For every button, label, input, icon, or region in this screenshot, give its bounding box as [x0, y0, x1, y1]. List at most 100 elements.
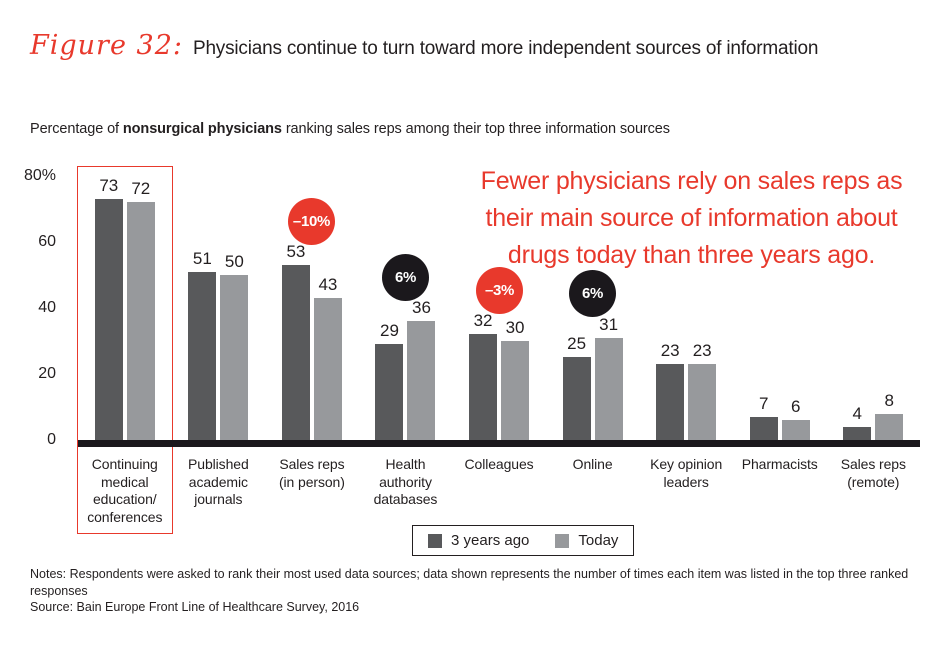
bar-value-label: 43 [318, 275, 338, 294]
bar-column: 4 [843, 404, 872, 440]
category-label: Health authority databases [373, 456, 438, 507]
chart-subtitle: Percentage of nonsurgical physicians ran… [30, 121, 670, 137]
bar-value-label: 7 [758, 394, 769, 413]
bar-group: 51 50 [172, 0, 266, 440]
category-labels: Continuing medical education/ conference… [78, 456, 920, 526]
bar-group: 29 36 [359, 0, 453, 440]
bar-3-years-ago [94, 199, 123, 440]
bar-today [407, 321, 436, 440]
bar-value-label: 50 [224, 252, 244, 271]
legend-swatch [428, 533, 442, 548]
legend-label: 3 years ago [451, 532, 530, 549]
category-label: Colleagues [464, 456, 534, 472]
bar-3-years-ago [375, 344, 404, 440]
bar-column: 53 [281, 242, 310, 440]
category-label: Sales reps (in person) [278, 456, 345, 490]
y-tick-label: 80% [23, 167, 56, 184]
bar-today [126, 202, 155, 440]
figure-header: Figure 32: Physicians continue to turn to… [30, 30, 818, 61]
bar-today [501, 341, 530, 440]
bar-3-years-ago [749, 417, 778, 440]
change-badge: –10% [288, 198, 335, 245]
bar-today [875, 414, 904, 440]
figure-title: Physicians continue to turn toward more … [192, 38, 819, 59]
bar-group: 32 30 [452, 0, 546, 440]
change-badge: 6% [569, 270, 616, 317]
legend-label: Today [578, 532, 619, 549]
bar-3-years-ago [562, 357, 591, 440]
bar-column: 25 [562, 334, 591, 440]
bar-value-label: 8 [884, 391, 895, 410]
bar-value-label: 73 [99, 176, 119, 195]
bar-group: 25 31 [546, 0, 640, 440]
highlight-rectangle [77, 166, 173, 534]
category-label: Continuing medical education/ conference… [87, 456, 163, 525]
y-tick-label: 40 [38, 299, 56, 316]
bar-column: 32 [469, 311, 498, 440]
legend-swatch [555, 533, 570, 548]
bar-today [781, 420, 810, 440]
bar-value-label: 4 [852, 404, 863, 423]
x-axis-baseline [78, 440, 920, 447]
y-tick-label: 0 [47, 431, 56, 448]
source-line: Source: Bain Europe Front Line of Health… [30, 600, 360, 614]
bar-3-years-ago [469, 334, 498, 440]
bar-column: 73 [94, 176, 123, 440]
bar-value-label: 36 [412, 298, 431, 317]
category-label: Online [572, 456, 613, 472]
y-tick-label: 20 [38, 365, 56, 382]
bar-value-label: 31 [599, 315, 619, 334]
bar-value-label: 30 [505, 318, 525, 337]
bar-column: 23 [688, 341, 717, 440]
bar-column: 43 [313, 275, 342, 440]
figure-number-label: Figure 32: [30, 30, 183, 61]
bar-column: 31 [594, 315, 623, 440]
bar-value-label: 29 [380, 321, 399, 340]
bar-column: 29 [375, 321, 404, 440]
bar-column: 6 [781, 397, 810, 440]
bar-3-years-ago [843, 427, 872, 440]
bar-value-label: 51 [192, 249, 212, 268]
subtitle-pre: Percentage of [30, 121, 123, 137]
bar-today [313, 298, 342, 440]
bar-value-label: 32 [473, 311, 493, 330]
bar-column: 36 [407, 298, 436, 440]
bar-3-years-ago [281, 265, 310, 440]
bar-column: 30 [501, 318, 530, 440]
bar-column: 72 [126, 179, 155, 440]
bar-value-label: 6 [790, 397, 801, 416]
subtitle-bold: nonsurgical physicians [122, 121, 282, 137]
subtitle-post: ranking sales reps among their top three… [281, 121, 670, 137]
bar-groups: 73 72 51 50 53 43 29 36 32 30 25 31 23 23 7 6 4 8 [78, 0, 920, 440]
bar-column: 51 [188, 249, 217, 440]
notes-block: Notes: Respondents were asked to rank th… [30, 566, 950, 616]
change-badge: –3% [476, 267, 523, 314]
category-label: Key opinion leaders [650, 456, 723, 490]
legend-item: Today [555, 532, 618, 549]
category-label: Pharmacists [741, 456, 818, 472]
bar-today [688, 364, 717, 440]
category-label: Published academic journals [188, 456, 249, 507]
bar-group: 73 72 [78, 0, 172, 440]
bar-today [220, 275, 249, 440]
bar-column: 23 [656, 341, 685, 440]
notes-line: Notes: Respondents were asked to rank th… [30, 567, 909, 598]
bar-3-years-ago [188, 272, 217, 440]
legend-item: 3 years ago [428, 532, 529, 549]
category-label: Sales reps (remote) [840, 456, 906, 490]
chart-annotation: Fewer physicians rely on sales reps as t… [480, 167, 903, 269]
y-tick-label: 60 [38, 233, 56, 250]
chart-legend: 3 years ago Today [412, 525, 635, 556]
bar-group: 53 43 [265, 0, 359, 440]
bar-value-label: 25 [567, 334, 587, 353]
bar-value-label: 53 [286, 242, 306, 261]
bar-group: 23 23 [639, 0, 733, 440]
bar-today [594, 338, 623, 440]
bar-value-label: 23 [660, 341, 680, 360]
change-badge: 6% [382, 254, 429, 301]
bar-column: 7 [749, 394, 778, 440]
bar-column: 8 [875, 391, 904, 440]
